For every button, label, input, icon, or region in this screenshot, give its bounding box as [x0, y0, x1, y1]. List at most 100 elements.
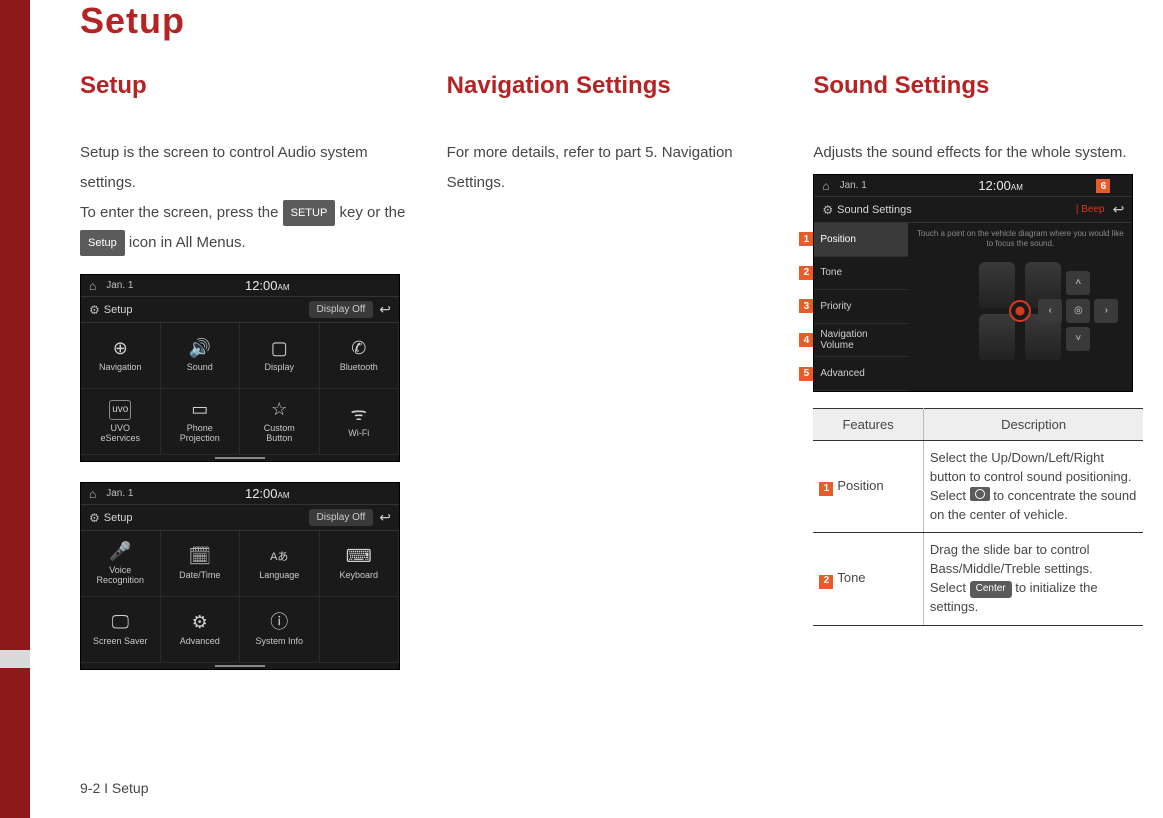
seat-area: ˄ ‹◎› ˅ — [920, 256, 1120, 366]
col2-text: For more details, refer to part 5. Navig… — [447, 138, 784, 198]
col-setup: Setup Setup is the screen to control Aud… — [80, 72, 417, 670]
calendar-icon: 🗓 — [188, 547, 211, 567]
th-features: Features — [813, 409, 923, 441]
display-icon: ▢ — [271, 339, 288, 359]
callout-6: 6 — [1096, 179, 1110, 193]
callout-3: 3 — [799, 299, 813, 313]
beep-label: | Beep — [1076, 204, 1105, 215]
desc-text: Drag the slide bar to control Bass/Middl… — [930, 542, 1093, 576]
desc-text: Select — [930, 488, 970, 503]
gear-icon: ⚙ — [89, 511, 100, 525]
down-button: ˅ — [1066, 327, 1090, 351]
up-button: ˄ — [1066, 271, 1090, 295]
device-grid-2: 🎤Voice Recognition 🗓Date/Time AあLanguage… — [81, 531, 399, 663]
device-topbar: ⌂ Jan. 1 12:00AM — [81, 483, 399, 505]
device-sound: 6 ⌂ Jan. 1 12:00AM ⚙ Sound Settings | Be… — [813, 174, 1133, 392]
wifi-icon: ᯤ — [351, 405, 367, 425]
col1-text: Setup is the screen to control Audio sys… — [80, 138, 417, 258]
cell-display: ▢Display — [240, 323, 320, 389]
cell-label: Phone Projection — [180, 424, 220, 444]
side-label: Priority — [820, 301, 851, 312]
page-title: Setup — [80, 0, 1150, 42]
seat-fl — [979, 262, 1015, 308]
cell-label: Custom Button — [264, 424, 295, 444]
gear-icon: ⚙ — [89, 303, 100, 317]
cell-label: Advanced — [180, 637, 220, 647]
language-icon: Aあ — [270, 547, 288, 567]
navigation-icon: ⊕ — [113, 339, 128, 359]
device-subbar: ⚙ Setup Display Off ↩ — [81, 505, 399, 531]
col-sound: Sound Settings Adjusts the sound effects… — [813, 72, 1150, 670]
monitor-icon: 🖵 — [112, 613, 129, 633]
topbar-date: Jan. 1 — [840, 180, 867, 191]
gear-icon: ⚙ — [822, 203, 833, 217]
device-grid-1: ⊕Navigation 🔊Sound ▢Display ✆Bluetooth u… — [81, 323, 399, 455]
feature-name: Tone — [837, 570, 865, 585]
center-target-icon — [1009, 300, 1031, 322]
col3-text: Adjusts the sound effects for the whole … — [813, 138, 1150, 168]
time-value: 12:00 — [978, 178, 1011, 193]
topbar-time: 12:00AM — [144, 278, 392, 293]
cell-screensaver: 🖵 Screen Saver — [81, 597, 161, 663]
center-pill: Center — [970, 581, 1012, 598]
callout-1: 1 — [799, 232, 813, 246]
time-ampm: AM — [278, 283, 290, 292]
device-setup-2: ⌂ Jan. 1 12:00AM ⚙ Setup Display Off ↩ 🎤… — [80, 482, 400, 670]
callout-2: 2 — [799, 266, 813, 280]
home-icon: ⌂ — [89, 487, 96, 501]
cell-empty — [320, 597, 400, 663]
subbar-title: Setup — [104, 512, 309, 524]
back-icon: ↩ — [379, 301, 391, 318]
cell-navigation: ⊕Navigation — [81, 323, 161, 389]
home-icon: ⌂ — [822, 179, 829, 193]
back-icon: ↩ — [1113, 201, 1125, 218]
cell-voice: 🎤Voice Recognition — [81, 531, 161, 597]
sound-side-list: 1 Position 2 Tone 3 Priority 4 — [814, 223, 908, 391]
desc-text: Select — [930, 580, 970, 595]
side-label: Position — [820, 234, 856, 245]
cell-wifi: ᯤWi-Fi — [320, 389, 400, 455]
cell-label: Sound — [187, 363, 213, 373]
badge-2: 2 — [819, 575, 833, 589]
bluetooth-icon: ✆ — [351, 339, 366, 359]
cell-label: Screen Saver — [93, 637, 148, 647]
device-topbar: ⌂ Jan. 1 12:00AM — [814, 175, 1132, 197]
cell-advanced: ⚙ Advanced — [161, 597, 241, 663]
topbar-date: Jan. 1 — [106, 488, 133, 499]
callout-5: 5 — [799, 367, 813, 381]
cell-label: Bluetooth — [340, 363, 378, 373]
side-item-position: 1 Position — [814, 223, 908, 257]
col3-heading: Sound Settings — [813, 72, 1150, 100]
home-icon: ⌂ — [89, 279, 96, 293]
cell-phone-projection: ▭ Phone Projection — [161, 389, 241, 455]
right-button: › — [1094, 299, 1118, 323]
star-icon: ☆ — [271, 400, 287, 420]
topbar-time: 12:00AM — [144, 486, 392, 501]
topbar-time: 12:00AM — [877, 178, 1125, 193]
device-setup-1: ⌂ Jan. 1 12:00AM ⚙ Setup Display Off ↩ ⊕… — [80, 274, 400, 462]
cell-keyboard: ⌨Keyboard — [320, 531, 400, 597]
keyboard-icon: ⌨ — [346, 547, 372, 567]
time-value: 12:00 — [245, 486, 278, 501]
advanced-icon: ⚙ — [192, 613, 208, 633]
side-item-advanced: 5 Advanced — [814, 357, 908, 391]
sound-hint: Touch a point on the vehicle diagram whe… — [916, 229, 1124, 250]
callout-4: 4 — [799, 333, 813, 347]
side-item-priority: 3 Priority — [814, 290, 908, 324]
device-subbar: ⚙ Setup Display Off ↩ — [81, 297, 399, 323]
side-label: Advanced — [820, 368, 864, 379]
sound-body: 1 Position 2 Tone 3 Priority 4 — [814, 223, 1132, 391]
time-ampm: AM — [1011, 183, 1023, 192]
scroll-indicator — [81, 455, 399, 461]
side-label: Navigation Volume — [820, 329, 867, 351]
display-off-pill: Display Off — [309, 301, 374, 318]
badge-1: 1 — [819, 482, 833, 496]
setup-key-label: SETUP — [283, 200, 336, 226]
voice-icon: 🎤 — [109, 542, 131, 562]
content-area: Setup Setup Setup is the screen to contr… — [80, 0, 1150, 670]
feature-cell: 1Position — [813, 441, 923, 533]
phone-projection-icon: ▭ — [191, 400, 208, 420]
sound-main-area: Touch a point on the vehicle diagram whe… — [908, 223, 1132, 391]
side-item-tone: 2 Tone — [814, 257, 908, 291]
beep-text: Beep — [1081, 204, 1104, 215]
